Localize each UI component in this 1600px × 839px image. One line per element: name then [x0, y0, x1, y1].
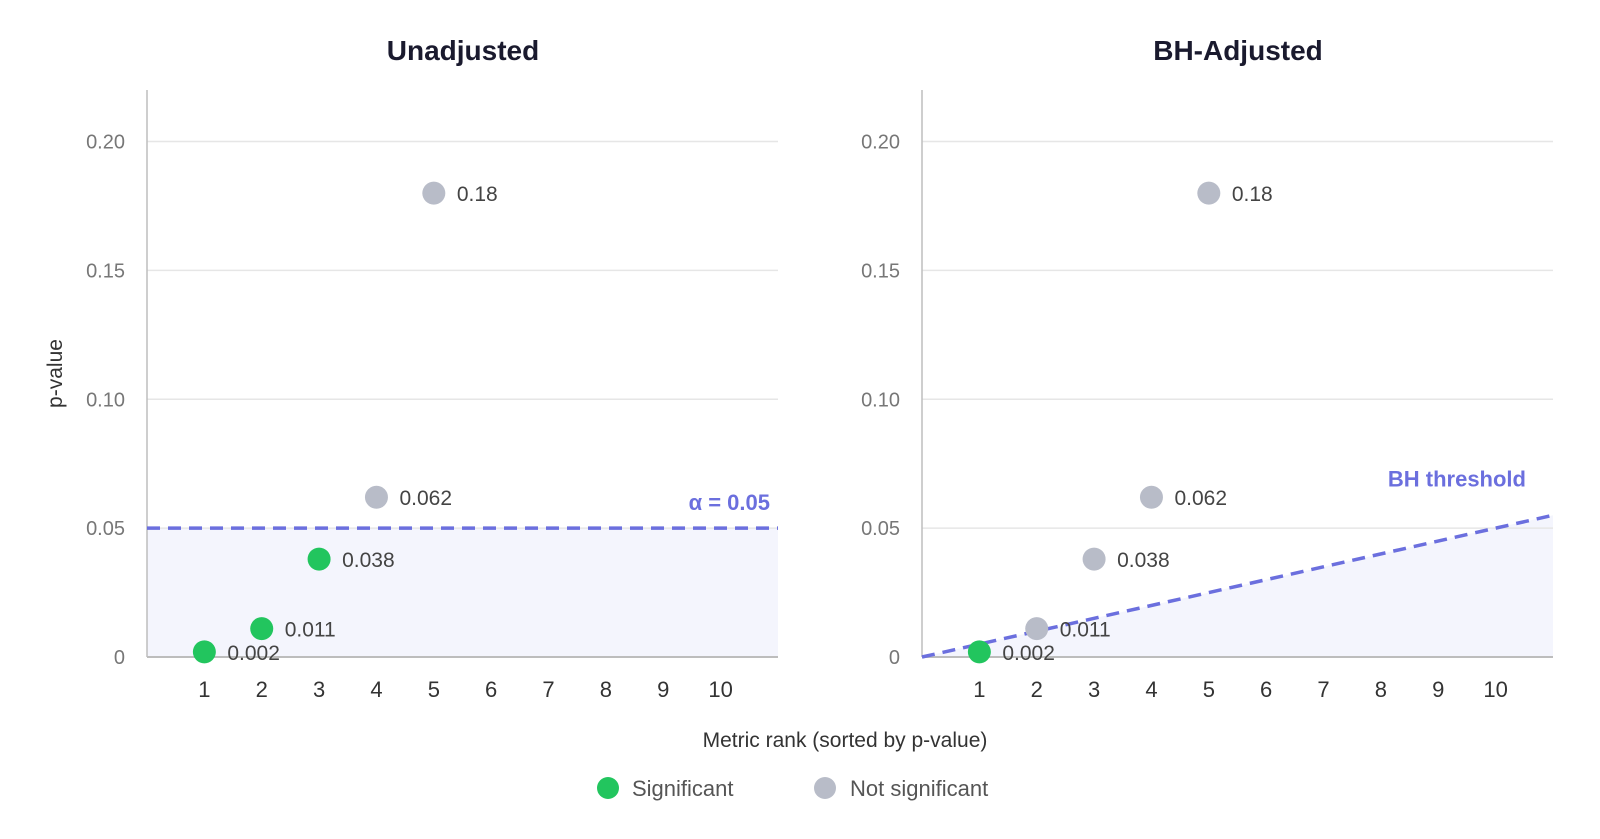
- y-tick-label: 0.15: [861, 260, 900, 282]
- x-tick-label: 8: [600, 677, 612, 702]
- data-point: [1025, 617, 1049, 641]
- point-label: 0.062: [399, 487, 452, 510]
- point-label: 0.011: [1060, 619, 1111, 642]
- data-point: [1082, 547, 1106, 571]
- data-point: [364, 485, 388, 509]
- data-point: [250, 617, 274, 641]
- x-tick-label: 4: [370, 677, 382, 702]
- y-tick-label: 0.10: [861, 389, 900, 411]
- x-tick-label: 10: [708, 677, 732, 702]
- x-tick-label: 10: [1483, 677, 1507, 702]
- x-axis-label: Metric rank (sorted by p-value): [703, 729, 988, 752]
- y-tick-label: 0: [889, 647, 900, 669]
- x-tick-label: 6: [485, 677, 497, 702]
- y-tick-label: 0.20: [861, 132, 900, 154]
- legend-not-significant-label: Not significant: [850, 776, 988, 801]
- x-tick-label: 4: [1145, 677, 1157, 702]
- panel-bh-adjusted: BH-Adjusted 0 0.05 0.10 0.15 0.20 1 2 3 4 5 6 7 8 9 10 B…: [861, 35, 1554, 702]
- x-tick-label: 2: [256, 677, 268, 702]
- data-point: [422, 181, 446, 205]
- x-tick-label: 1: [973, 677, 985, 702]
- bh-threshold-label: BH threshold: [1388, 466, 1526, 491]
- data-point: [1139, 485, 1163, 509]
- x-tick-label: 5: [428, 677, 440, 702]
- data-point: [967, 640, 991, 664]
- panel-title: Unadjusted: [387, 35, 539, 66]
- y-tick-label: 0.10: [86, 389, 125, 411]
- x-tick-label: 3: [313, 677, 325, 702]
- x-tick-label: 3: [1088, 677, 1100, 702]
- data-point: [1197, 181, 1221, 205]
- x-tick-label: 5: [1203, 677, 1215, 702]
- point-label: 0.038: [1117, 549, 1170, 572]
- data-point: [192, 640, 216, 664]
- point-label: 0.011: [285, 619, 336, 642]
- y-tick-label: 0.20: [86, 132, 125, 154]
- y-tick-label: 0.15: [86, 260, 125, 282]
- point-label: 0.002: [227, 642, 280, 665]
- x-tick-label: 7: [1317, 677, 1329, 702]
- legend-not-significant-marker: [814, 777, 836, 799]
- x-tick-label: 2: [1031, 677, 1043, 702]
- x-tick-label: 9: [657, 677, 669, 702]
- significance-region: [147, 528, 778, 657]
- y-axis-label: p-value: [44, 339, 67, 408]
- legend-significant-label: Significant: [632, 776, 734, 801]
- x-tick-label: 7: [542, 677, 554, 702]
- panel-title: BH-Adjusted: [1153, 35, 1323, 66]
- panel-unadjusted: Unadjusted 0 0.05 0.10 0.15 0.20 1 2 3 4 5 6 7 8 9 10 α …: [44, 35, 778, 702]
- point-label: 0.18: [1232, 183, 1273, 206]
- y-tick-label: 0: [114, 647, 125, 669]
- y-tick-label: 0.05: [86, 518, 125, 540]
- point-label: 0.002: [1002, 642, 1055, 665]
- y-tick-label: 0.05: [861, 518, 900, 540]
- x-tick-label: 6: [1260, 677, 1272, 702]
- data-point: [307, 547, 331, 571]
- legend-significant-marker: [597, 777, 619, 799]
- x-tick-label: 8: [1375, 677, 1387, 702]
- point-label: 0.062: [1174, 487, 1227, 510]
- x-tick-label: 1: [198, 677, 210, 702]
- alpha-threshold-label: α = 0.05: [689, 490, 770, 515]
- point-label: 0.18: [457, 183, 498, 206]
- legend: Significant Not significant: [597, 776, 988, 801]
- point-label: 0.038: [342, 549, 395, 572]
- x-tick-label: 9: [1432, 677, 1444, 702]
